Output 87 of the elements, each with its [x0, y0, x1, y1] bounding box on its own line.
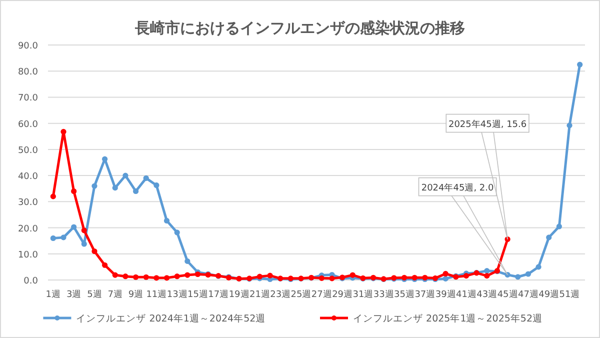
point [546, 234, 552, 240]
point [174, 274, 180, 280]
y-tick-label: 50.0 [18, 146, 38, 156]
x-tick-label: 9週 [128, 289, 144, 300]
point [504, 236, 510, 242]
x-tick-label: 7週 [108, 289, 122, 300]
point [318, 275, 324, 281]
point [184, 272, 190, 278]
point [132, 274, 139, 280]
x-tick-label: 41週 [456, 289, 476, 300]
x-tick-label: 27週 [311, 289, 332, 300]
point [50, 235, 56, 242]
x-tick-label: 13週 [166, 289, 188, 300]
point [442, 276, 448, 282]
point [60, 234, 66, 240]
point [556, 224, 562, 230]
point [329, 276, 335, 282]
point [132, 188, 139, 194]
x-tick-label: 43週 [476, 289, 498, 300]
point [164, 275, 170, 281]
point [60, 128, 66, 134]
x-tick-label: 29週 [332, 289, 353, 300]
point [194, 271, 201, 278]
x-tick-label: 11週 [146, 289, 167, 300]
point [143, 175, 149, 181]
point [92, 183, 98, 189]
point [484, 268, 490, 274]
y-tick-label: 60.0 [18, 120, 38, 130]
y-tick-label: 70.0 [18, 94, 38, 104]
x-tick-label: 19週 [228, 289, 250, 300]
point [184, 258, 190, 264]
point [566, 122, 572, 128]
point [112, 185, 118, 191]
annotation: 2025年45週, 15.6 [448, 118, 527, 130]
x-tick-label: 15週 [188, 289, 208, 300]
point [515, 274, 521, 280]
point [81, 241, 87, 247]
point [484, 273, 490, 279]
point [154, 182, 160, 188]
point [102, 156, 108, 162]
x-tick-label: 1週 [46, 289, 61, 300]
point [71, 224, 77, 230]
y-tick-label: 30.0 [18, 198, 38, 208]
legend-label: インフルエンザ 2024年1週～2024年52週 [76, 312, 266, 324]
legend-label: インフルエンザ 2025年1週～2025年52週 [353, 312, 543, 324]
point [442, 270, 448, 277]
point [92, 248, 98, 254]
point [102, 262, 108, 268]
point [350, 272, 356, 278]
x-tick-label: 21週 [249, 289, 270, 300]
chart-title: 長崎市におけるインフルエンザの感染状況の推移 [134, 19, 465, 37]
x-tick-label: 31週 [352, 289, 374, 300]
x-tick-label: 5週 [87, 289, 102, 300]
point [71, 188, 77, 194]
point [174, 230, 180, 236]
y-tick-label: 0.0 [24, 276, 38, 286]
point [536, 264, 542, 270]
point [525, 271, 531, 277]
y-tick-label: 90.0 [18, 42, 38, 52]
y-tick-label: 20.0 [18, 224, 38, 234]
annotation: 2024年45週, 2.0 [421, 182, 494, 194]
point [122, 274, 128, 280]
x-tick-label: 45週 [497, 289, 518, 300]
y-tick-label: 10.0 [18, 250, 38, 260]
x-tick-label: 33週 [373, 289, 394, 300]
point [463, 273, 470, 279]
point [267, 272, 273, 278]
x-tick-label: 47週 [518, 289, 538, 300]
point [164, 218, 170, 224]
y-tick-label: 80.0 [18, 68, 38, 78]
point [577, 62, 583, 68]
x-tick-label: 51週 [559, 289, 580, 300]
point [50, 194, 56, 200]
x-tick-label: 37週 [414, 289, 436, 300]
x-tick-label: 23週 [270, 289, 291, 300]
x-tick-label: 3週 [66, 289, 82, 300]
x-tick-label: 25週 [290, 289, 312, 300]
point [154, 275, 160, 281]
x-tick-label: 17週 [208, 289, 229, 300]
x-tick-label: 49週 [538, 289, 560, 300]
point [112, 272, 118, 278]
y-tick-label: 40.0 [18, 172, 38, 182]
point [122, 172, 128, 178]
point [143, 274, 149, 280]
x-tick-label: 35週 [394, 289, 415, 300]
point [81, 228, 87, 234]
x-tick-label: 39週 [435, 289, 456, 300]
